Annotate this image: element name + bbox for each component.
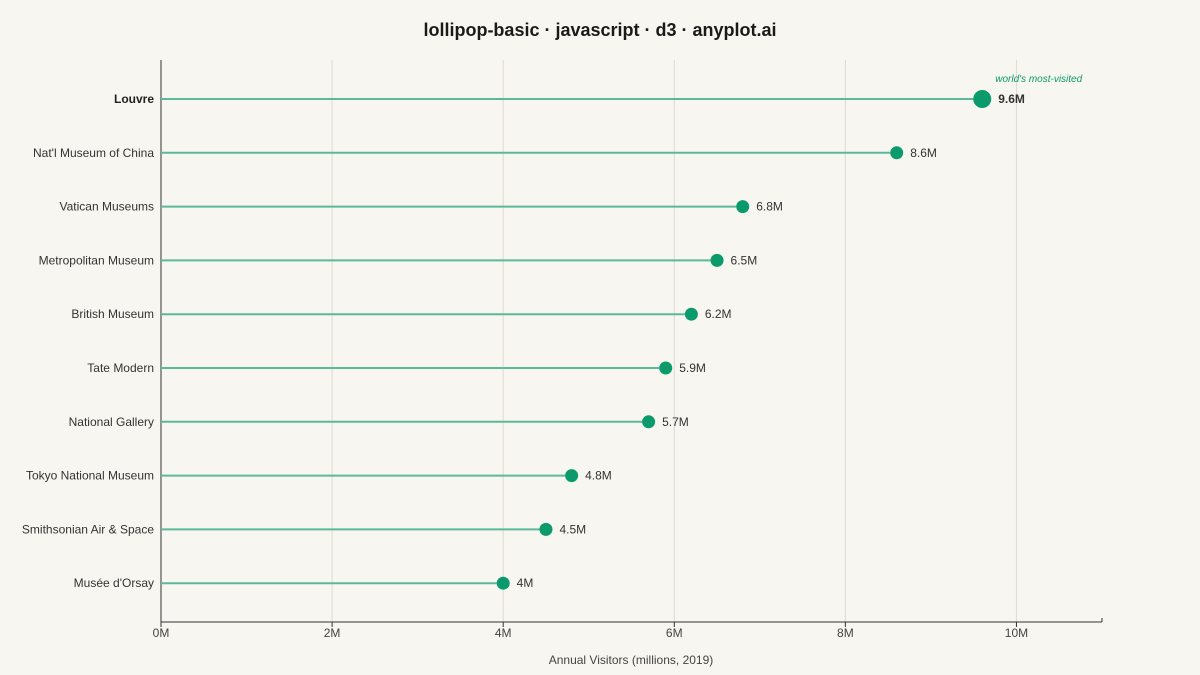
category-label: Smithsonian Air & Space (22, 522, 154, 536)
x-axis-label: Annual Visitors (millions, 2019) (549, 653, 714, 667)
stems (161, 98, 974, 585)
value-label: 5.7M (662, 415, 689, 429)
category-label: British Museum (71, 307, 154, 321)
axes: 0M 2M 4M 6M 8M 10M (153, 60, 1103, 640)
category-label: Nat'l Museum of China (33, 146, 154, 160)
lollipop-marker (710, 253, 724, 267)
category-label: Tokyo National Museum (26, 469, 154, 483)
value-label: 6.2M (705, 307, 732, 321)
lollipop-marker (890, 146, 904, 160)
labels: Louvre 9.6M world's most-visited Nat'l Muse… (22, 74, 1083, 590)
value-label: 8.6M (910, 146, 937, 160)
category-label: Vatican Museums (60, 200, 154, 214)
grid-lines (331, 60, 1017, 622)
value-label: 6.8M (756, 200, 783, 214)
category-label: Tate Modern (87, 361, 154, 375)
x-tick-label: 6M (666, 626, 683, 640)
chart-title: lollipop-basic · javascript · d3 · anypl… (423, 20, 776, 40)
value-label: 4.5M (559, 522, 586, 536)
lollipop-marker (973, 90, 992, 108)
value-label: 4.8M (585, 469, 612, 483)
lollipop-marker (736, 200, 750, 214)
value-label: 9.6M (998, 92, 1025, 106)
value-label: 5.9M (679, 361, 706, 375)
annotation-label: world's most-visited (995, 74, 1082, 85)
category-label: Metropolitan Museum (39, 253, 154, 267)
lollipop-marker (684, 307, 698, 321)
category-label: Louvre (114, 92, 154, 106)
x-tick-label: 4M (495, 626, 512, 640)
lollipop-marker (496, 576, 510, 590)
value-label: 6.5M (731, 253, 758, 267)
lollipop-marker (565, 469, 579, 483)
category-label: Musée d'Orsay (74, 576, 154, 590)
x-tick-label: 10M (1005, 626, 1028, 640)
markers (496, 90, 992, 590)
x-tick-label: 0M (153, 626, 170, 640)
x-tick-label: 2M (324, 626, 341, 640)
category-label: National Gallery (69, 415, 154, 429)
value-label: 4M (517, 576, 534, 590)
x-tick-label: 8M (837, 626, 854, 640)
lollipop-marker (539, 522, 553, 536)
lollipop-marker (659, 361, 673, 375)
lollipop-marker (642, 415, 656, 429)
